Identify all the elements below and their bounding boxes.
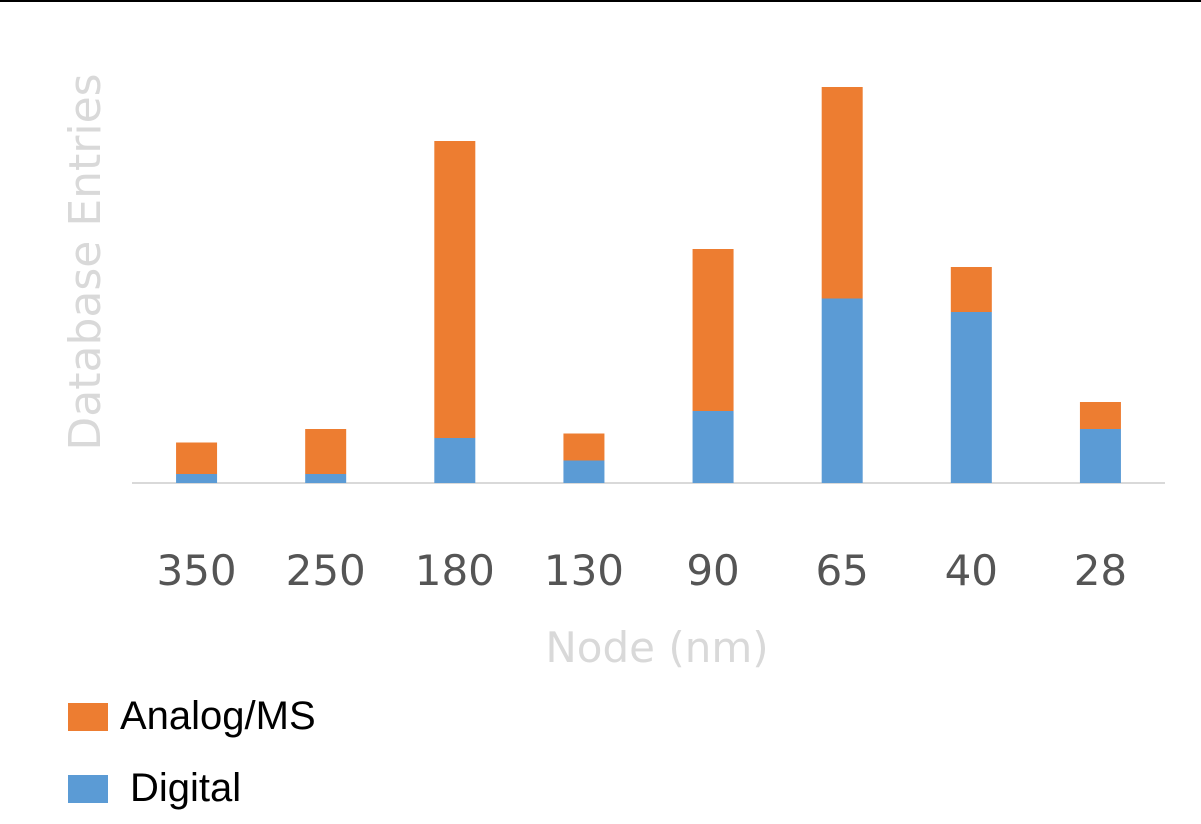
legend-swatch-analog-ms [68,702,108,731]
x-tick-labels: 350 250 180 130 90 65 40 28 [156,546,1127,595]
bar-digital-65 [821,298,863,483]
bar-digital-130 [563,460,605,483]
x-tick-label-28: 28 [1074,546,1127,595]
x-tick-label-40: 40 [945,546,998,595]
bar-digital-28 [1079,429,1121,483]
x-axis-label: Node (nm) [545,623,768,672]
bar-digital-350 [176,474,218,483]
legend-label-analog-ms: Analog/MS [120,694,316,738]
bar-analog-ms-130 [563,433,605,461]
bar-analog-ms-180 [434,141,476,438]
legend-item-digital: Digital [68,766,241,811]
x-tick-label-130: 130 [544,546,624,595]
bar-analog-ms-65 [821,87,863,299]
x-tick-label-180: 180 [415,546,495,595]
bar-digital-250 [305,474,347,483]
legend-swatch-digital [68,774,108,803]
x-tick-label-350: 350 [156,546,236,595]
bar-analog-ms-28 [1079,402,1121,429]
x-tick-label-250: 250 [286,546,366,595]
bar-digital-40 [950,312,992,483]
x-tick-label-65: 65 [815,546,868,595]
bar-analog-ms-90 [692,249,734,411]
bar-analog-ms-350 [176,442,218,474]
y-axis-label: Database Entries [60,73,111,450]
bar-digital-180 [434,438,476,483]
bar-analog-ms-250 [305,429,347,474]
bar-digital-90 [692,411,734,483]
bars-group [176,87,1121,483]
top-rule [0,0,1201,2]
legend-item-analog-ms: Analog/MS [68,694,316,739]
bar-analog-ms-40 [950,267,992,312]
x-tick-label-90: 90 [686,546,739,595]
legend-label-digital: Digital [130,766,242,810]
